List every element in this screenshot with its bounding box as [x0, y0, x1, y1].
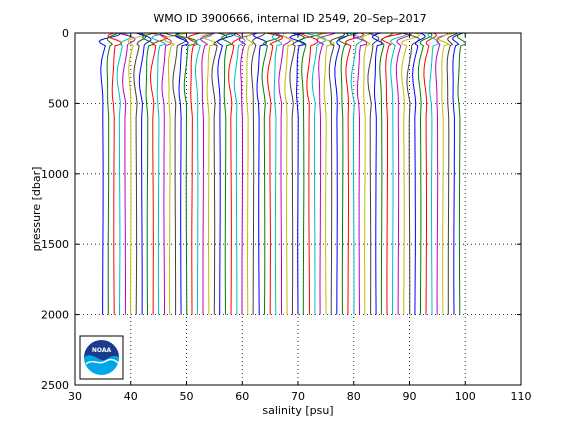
profile-line: [216, 32, 236, 315]
profile-line: [337, 32, 359, 315]
profile-line: [151, 32, 168, 315]
profile-line: [412, 32, 426, 315]
profile-line: [267, 32, 284, 315]
x-tick-label: 70: [291, 390, 305, 403]
y-axis-ticks: 0 500 1000 1500 2000 2500: [41, 27, 521, 392]
y-axis-label: pressure [dbar]: [30, 167, 43, 252]
profile-line: [221, 32, 235, 315]
profile-line: [201, 32, 218, 315]
profile-line: [402, 32, 420, 315]
chart-title: WMO ID 3900666, internal ID 2549, 20–Sep…: [153, 12, 426, 25]
profile-line: [98, 32, 121, 315]
profile-line: [245, 32, 255, 315]
profile-line: [451, 32, 464, 315]
y-tick-label: 0: [62, 27, 69, 40]
y-tick-label: 2000: [41, 309, 69, 322]
profile-line: [228, 32, 241, 315]
profile-line: [301, 32, 319, 315]
profile-line: [316, 32, 336, 315]
profile-line: [352, 32, 368, 315]
profile-line: [136, 32, 152, 315]
noaa-logo: NOAA: [79, 335, 124, 380]
y-tick-label: 1000: [41, 168, 69, 181]
profile-line: [164, 32, 188, 315]
profile-line: [250, 33, 265, 315]
profile-line: [362, 32, 373, 315]
profile-line: [328, 32, 346, 315]
y-tick-label: 2500: [41, 379, 69, 392]
noaa-logo-text: NOAA: [92, 347, 112, 354]
profile-line: [389, 32, 408, 315]
profile-line: [149, 32, 168, 315]
y-tick-label: 1500: [41, 238, 69, 251]
profile-line: [238, 32, 257, 315]
x-tick-label: 50: [180, 390, 194, 403]
profile-line: [446, 32, 459, 315]
profile-line: [118, 32, 136, 315]
x-axis-label: salinity [psu]: [262, 404, 333, 417]
profile-line: [200, 32, 216, 315]
profile-line: [367, 32, 380, 315]
profile-line: [348, 32, 364, 315]
profile-line: [271, 32, 283, 315]
profile-line: [371, 32, 383, 315]
x-tick-label: 110: [511, 390, 532, 403]
profile-line: [230, 32, 246, 315]
profile-line: [345, 32, 365, 315]
profile-line: [106, 32, 119, 315]
profile-line: [163, 32, 188, 315]
profile-line: [456, 32, 466, 315]
profile-line: [133, 32, 147, 315]
profile-line: [381, 32, 404, 315]
profile-line: [289, 32, 307, 315]
profile-line: [417, 32, 433, 315]
profile-lines: [98, 32, 466, 315]
profile-line: [159, 32, 172, 315]
profile-line: [427, 32, 440, 315]
profile-line: [334, 32, 349, 315]
profile-line: [252, 32, 267, 315]
profile-line: [107, 32, 122, 315]
profile-line: [141, 32, 156, 315]
x-tick-label: 100: [455, 390, 476, 403]
profile-line: [304, 32, 327, 315]
profile-line: [436, 32, 456, 315]
profile-line: [395, 32, 412, 315]
x-tick-label: 30: [68, 390, 82, 403]
profile-line: [400, 32, 420, 315]
x-tick-label: 90: [403, 390, 417, 403]
x-axis-ticks: 30 40 50 60 70 80 90 100 110: [68, 33, 532, 403]
profile-line: [116, 32, 132, 315]
x-tick-label: 40: [124, 390, 138, 403]
profile-line: [175, 32, 198, 315]
x-tick-label: 80: [347, 390, 361, 403]
x-tick-label: 60: [235, 390, 249, 403]
profile-line: [174, 32, 189, 315]
profile-line: [187, 32, 201, 315]
y-tick-label: 500: [48, 97, 69, 110]
profile-line: [298, 32, 322, 315]
profile-line: [194, 32, 213, 315]
profile-line: [282, 32, 295, 315]
profile-line: [316, 32, 335, 315]
profile-line: [423, 32, 437, 315]
profile-line: [127, 32, 147, 315]
